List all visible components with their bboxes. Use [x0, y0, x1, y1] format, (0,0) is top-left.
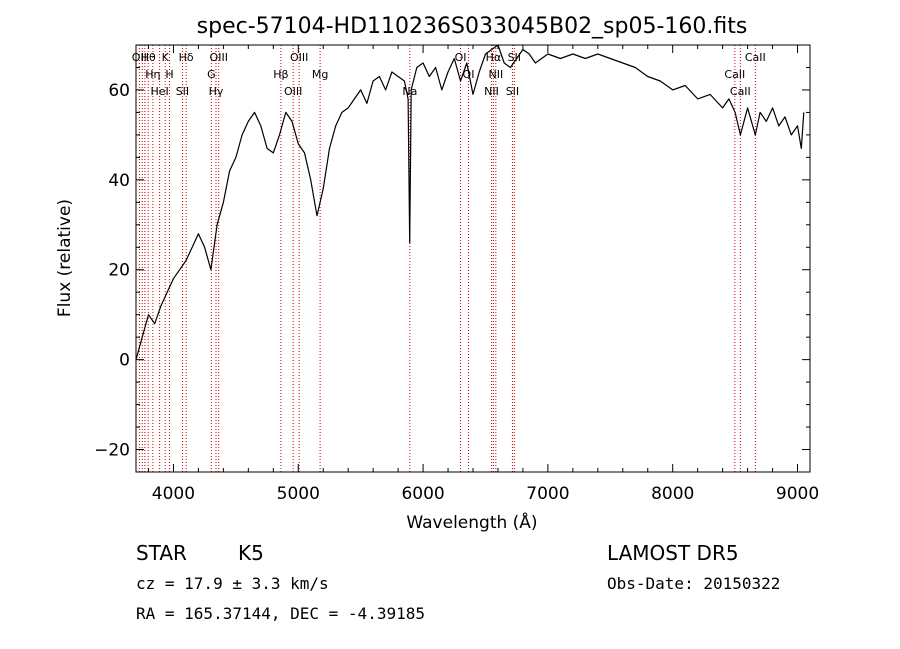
spectrum-line — [135, 44, 805, 360]
spectral-line-labels: OIIHθHηHeIKHSIIHδGHγOIIIHβOIIIOIIIMgNaOI… — [132, 51, 766, 98]
x-axis-label: Wavelength (Å) — [406, 511, 537, 533]
y-axis-label: Flux (relative) — [55, 199, 75, 317]
x-tick-label: 4000 — [152, 484, 195, 504]
spectral-line-label: Hβ — [273, 68, 288, 81]
x-tick-label: 9000 — [776, 484, 819, 504]
survey-name: LAMOST DR5 — [607, 541, 739, 565]
spectral-line-label: K — [162, 51, 170, 64]
object-subclass: K5 — [238, 541, 264, 565]
spectral-line-label: CaII — [745, 51, 766, 64]
coordinates-text: RA = 165.37144, DEC = -4.39185 — [136, 604, 425, 623]
spectral-line-label: HeI — [150, 85, 168, 98]
spectral-line-label: Hγ — [209, 85, 224, 98]
spectral-line-label: OIII — [290, 51, 308, 64]
y-tick-label: 40 — [108, 171, 130, 191]
plot-frame — [135, 44, 811, 473]
x-tick-label: 5000 — [277, 484, 320, 504]
spectral-line-label: CaII — [730, 85, 751, 98]
spectral-line-label: SII — [176, 85, 189, 98]
y-axis-ticks: −20 0 20 40 60 — [94, 66, 810, 461]
spectral-line-label: SII — [506, 85, 519, 98]
x-axis-ticks: 4000 5000 6000 7000 8000 9000 — [147, 45, 819, 504]
y-tick-label: 20 — [108, 261, 130, 281]
x-tick-label: 6000 — [401, 484, 444, 504]
spectral-line-label: Na — [402, 85, 417, 98]
chart-title: spec-57104-HD110236S033045B02_sp05-160.f… — [197, 14, 748, 39]
spectral-line-label: Mg — [312, 68, 328, 81]
spectral-line-label: SII — [508, 51, 521, 64]
spectral-line-label: NII — [484, 85, 499, 98]
series-layer — [135, 44, 805, 360]
spectral-line-label: OIII — [284, 85, 302, 98]
spectral-line-label: Hη — [145, 68, 160, 81]
spectral-line-label: OI — [455, 51, 467, 64]
spectral-line-label: Hα — [486, 51, 502, 64]
x-tick-label: 8000 — [651, 484, 694, 504]
object-class: STAR — [136, 541, 187, 565]
spectral-line-label: Hδ — [179, 51, 194, 64]
spectral-line-label: CaII — [724, 68, 745, 81]
spectral-line-label: Hθ — [141, 51, 156, 64]
y-tick-label: 0 — [119, 351, 130, 371]
spectral-line-label: G — [207, 68, 216, 81]
redshift-text: cz = 17.9 ± 3.3 km/s — [136, 574, 329, 593]
x-tick-label: 7000 — [526, 484, 569, 504]
obs-date: Obs-Date: 20150322 — [607, 574, 780, 593]
spectral-line-markers — [138, 45, 756, 472]
y-tick-label: −20 — [94, 441, 130, 461]
spectral-line-label: NII — [488, 68, 503, 81]
spectral-line-label: H — [165, 68, 173, 81]
y-tick-label: 60 — [108, 81, 130, 101]
spectral-line-label: OIII — [210, 51, 228, 64]
